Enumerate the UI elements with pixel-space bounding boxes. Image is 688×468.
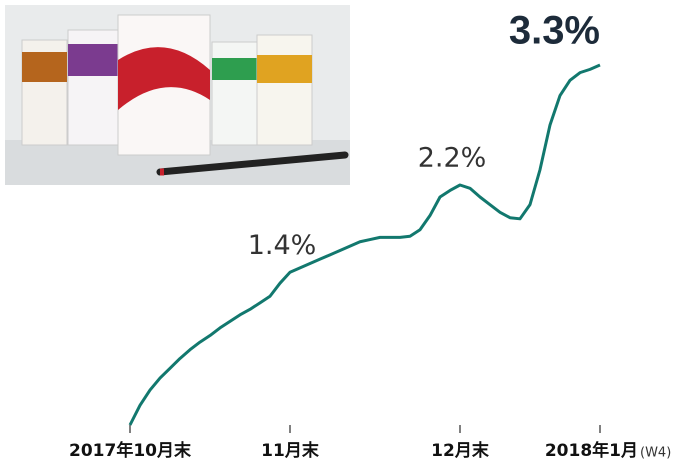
x-tick-label: 2018年1月 [545, 440, 638, 461]
data-label: 3.3% [509, 9, 600, 53]
line [128, 63, 601, 426]
x-tick-label: 2017年10月末 [69, 440, 192, 461]
data-label: 1.4% [248, 230, 317, 261]
product-photo [5, 5, 350, 185]
x-tick-label: 12月末 [431, 440, 490, 461]
x-tick-label: 11月末 [261, 440, 320, 461]
x-tick-note: (W4) [640, 446, 671, 461]
data-label: 2.2% [418, 143, 487, 174]
